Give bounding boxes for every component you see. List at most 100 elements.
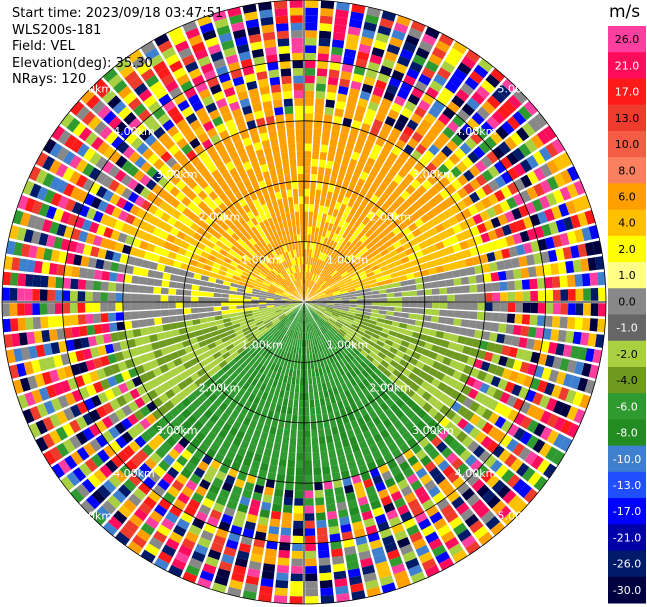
range-gate bbox=[386, 364, 396, 373]
range-gate bbox=[309, 392, 314, 400]
range-gate bbox=[337, 330, 345, 338]
range-gate bbox=[551, 205, 563, 220]
range-gate bbox=[316, 375, 321, 384]
range-gate bbox=[304, 90, 315, 99]
range-gate bbox=[163, 371, 173, 381]
range-gate bbox=[355, 194, 364, 204]
ray bbox=[80, 89, 304, 302]
range-gate bbox=[349, 378, 358, 387]
range-gate bbox=[205, 302, 214, 307]
range-gate bbox=[142, 362, 152, 372]
range-gate bbox=[394, 292, 402, 297]
range-gate bbox=[129, 514, 144, 528]
range-gate bbox=[51, 463, 65, 479]
range-gate bbox=[305, 543, 316, 552]
range-gate bbox=[308, 290, 315, 297]
range-gate bbox=[473, 525, 489, 540]
range-gate bbox=[242, 352, 251, 361]
range-gate bbox=[410, 212, 420, 222]
range-gate bbox=[581, 317, 591, 331]
ray bbox=[289, 0, 304, 302]
range-gate bbox=[238, 542, 252, 553]
range-gate bbox=[91, 78, 106, 93]
range-gate bbox=[194, 216, 204, 227]
range-gate bbox=[219, 382, 228, 392]
range-gate bbox=[271, 176, 279, 186]
range-gate bbox=[277, 341, 284, 349]
range-gate bbox=[341, 295, 349, 298]
range-gate bbox=[347, 352, 355, 361]
range-gate bbox=[198, 307, 207, 313]
range-gate bbox=[284, 228, 290, 237]
range-gate bbox=[435, 330, 445, 339]
range-gate bbox=[103, 146, 116, 160]
range-gate bbox=[88, 221, 100, 234]
range-gate bbox=[257, 516, 269, 526]
range-gate bbox=[321, 261, 327, 270]
range-gate bbox=[218, 32, 233, 44]
range-gate bbox=[397, 479, 409, 490]
range-gate bbox=[267, 273, 275, 280]
range-gate bbox=[366, 436, 376, 447]
range-gate bbox=[139, 174, 151, 186]
range-gate bbox=[362, 413, 372, 423]
range-gate bbox=[282, 318, 289, 325]
range-gate bbox=[290, 22, 303, 31]
range-gate bbox=[334, 16, 348, 26]
range-gate bbox=[421, 202, 432, 213]
range-gate bbox=[251, 306, 260, 310]
range-gate bbox=[351, 323, 360, 330]
range-gate bbox=[289, 588, 303, 597]
ray bbox=[304, 302, 481, 555]
range-gate bbox=[575, 288, 584, 301]
range-gate bbox=[266, 302, 274, 304]
range-gate bbox=[116, 197, 127, 209]
ray bbox=[304, 302, 600, 379]
range-gate bbox=[228, 298, 237, 302]
range-gate bbox=[451, 413, 463, 425]
ray bbox=[91, 78, 304, 302]
range-gate bbox=[282, 83, 292, 92]
range-gate bbox=[186, 326, 195, 333]
range-gate bbox=[298, 316, 301, 325]
range-gate bbox=[146, 318, 155, 327]
range-gate bbox=[300, 287, 303, 295]
range-gate bbox=[28, 345, 38, 359]
range-gate bbox=[378, 336, 387, 343]
range-gate bbox=[276, 322, 283, 329]
range-gate bbox=[256, 389, 264, 399]
range-gate bbox=[331, 224, 338, 233]
range-gate bbox=[466, 473, 480, 487]
range-gate bbox=[379, 306, 387, 311]
range-gate bbox=[255, 278, 264, 284]
range-gate bbox=[276, 564, 289, 574]
range-gate bbox=[154, 504, 168, 517]
range-gate bbox=[239, 464, 250, 475]
range-gate bbox=[189, 259, 199, 267]
range-gate bbox=[574, 229, 585, 243]
range-gate bbox=[278, 314, 286, 320]
range-gate bbox=[221, 112, 233, 123]
colorbar-segment bbox=[608, 314, 646, 342]
range-gate bbox=[263, 39, 277, 49]
colorbar-segment bbox=[608, 130, 646, 158]
range-gate bbox=[370, 94, 382, 105]
range-gate bbox=[310, 407, 316, 416]
range-gate bbox=[301, 249, 304, 257]
range-gate bbox=[584, 348, 595, 362]
range-gate bbox=[259, 306, 267, 309]
range-gate bbox=[279, 60, 291, 70]
range-gate bbox=[420, 327, 430, 335]
range-gate bbox=[476, 311, 485, 321]
range-gate bbox=[476, 85, 490, 100]
range-gate bbox=[247, 321, 256, 327]
range-gate bbox=[516, 462, 530, 477]
range-gate bbox=[448, 543, 464, 557]
range-gate bbox=[544, 354, 555, 368]
range-gate bbox=[280, 68, 292, 77]
range-gate bbox=[325, 349, 332, 358]
range-gate bbox=[301, 347, 304, 355]
range-gate bbox=[160, 346, 170, 356]
range-gate bbox=[275, 404, 282, 413]
range-gate bbox=[228, 309, 237, 314]
